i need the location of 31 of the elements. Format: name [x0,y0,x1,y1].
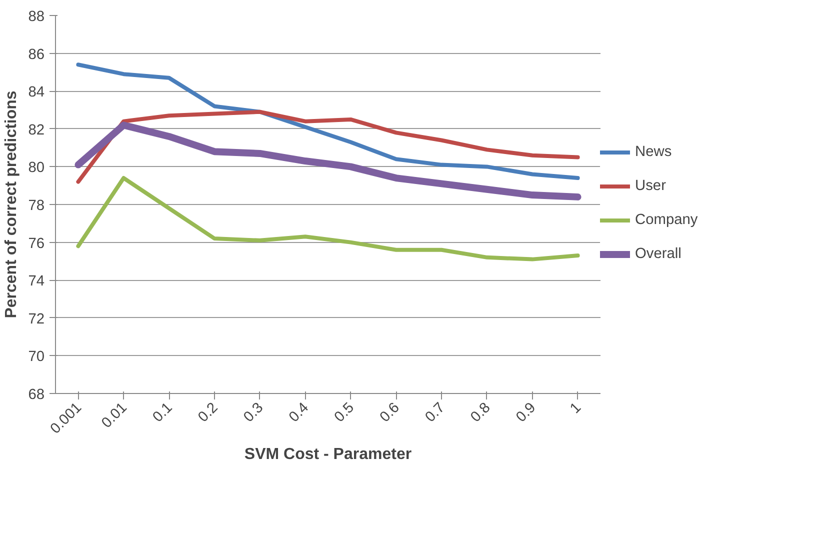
line-series [76,62,580,180]
x-tick-label: 0.3 [240,400,267,426]
y-tick-label: 72 [28,311,45,328]
x-tick-label: 0.6 [377,400,403,426]
y-tick-label: 70 [28,349,45,366]
legend-label: News [635,144,672,160]
x-tick-label: 0.2 [195,400,222,426]
legend-label: User [635,178,666,194]
y-axis-title: Percent of correct predictions [3,90,20,318]
x-tick-label: 0.5 [332,400,358,426]
y-tick-label: 88 [28,9,45,25]
y-tick-label: 86 [28,46,45,63]
x-axis-title: SVM Cost - Parameter [244,446,412,464]
x-tick-label: 0.8 [468,400,494,426]
legend-label: Company [635,212,698,228]
y-tick-label: 76 [28,236,45,252]
y-tick-label: 80 [28,160,45,176]
y-tick-label: 82 [28,122,45,138]
y-tick-label: 68 [28,387,45,403]
x-tick-label: 0.9 [513,400,540,426]
x-tick-label: 1 [567,400,585,417]
x-tick-label: 0.01 [98,400,130,432]
line-series [76,110,580,184]
x-tick-label: 0.4 [286,400,312,426]
y-tick-label: 84 [28,84,45,101]
legend-label: Overall [635,246,682,262]
x-tick-label: 0.1 [150,400,176,426]
y-tick-label: 74 [28,274,45,290]
line-series [76,176,580,262]
y-tick-label: 78 [28,198,45,214]
x-tick-label: 0.7 [422,400,448,426]
